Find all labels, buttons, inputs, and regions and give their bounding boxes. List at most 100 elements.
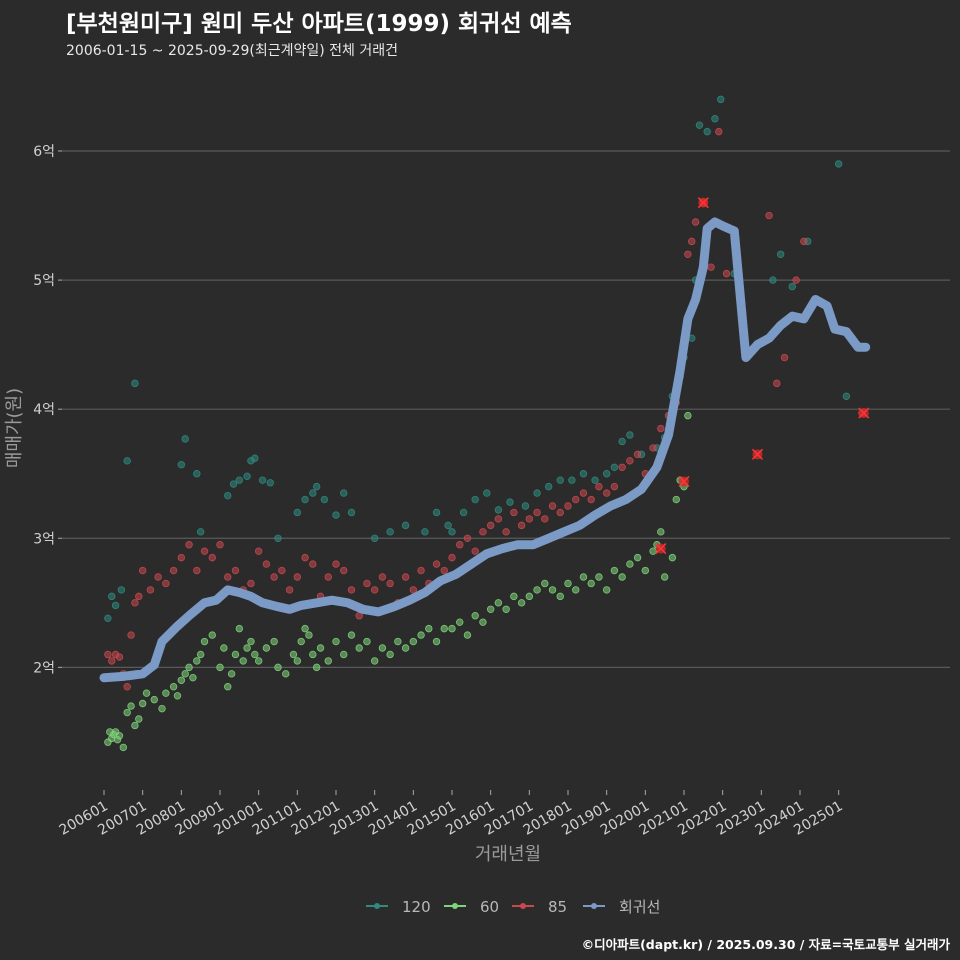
data-point-60 bbox=[340, 650, 348, 659]
data-point-85 bbox=[533, 508, 541, 517]
data-point-85 bbox=[370, 586, 379, 594]
data-point-60 bbox=[243, 644, 251, 652]
highlight-x bbox=[697, 197, 709, 209]
data-point-60 bbox=[177, 676, 186, 684]
highlight-markers bbox=[655, 197, 870, 555]
data-point-60 bbox=[556, 592, 564, 601]
data-point-60 bbox=[231, 650, 240, 659]
data-point-120 bbox=[251, 454, 259, 462]
data-point-60 bbox=[564, 579, 572, 588]
data-point-85 bbox=[440, 566, 448, 575]
data-point-120 bbox=[117, 586, 126, 594]
highlight-x bbox=[858, 407, 870, 419]
data-point-60 bbox=[533, 586, 541, 594]
data-point-60 bbox=[289, 650, 298, 659]
data-point-85 bbox=[448, 553, 456, 562]
data-point-85 bbox=[432, 560, 441, 568]
data-point-60 bbox=[123, 708, 131, 717]
legend-label-회귀선: 회귀선 bbox=[619, 898, 660, 916]
legend-dot-120 bbox=[374, 903, 380, 909]
data-point-60 bbox=[262, 644, 271, 652]
highlight-x bbox=[655, 543, 667, 555]
y-tick-label: 6억 bbox=[33, 144, 55, 160]
data-point-120 bbox=[108, 592, 116, 601]
data-point-60 bbox=[394, 637, 402, 646]
data-point-85 bbox=[254, 547, 263, 555]
data-point-60 bbox=[251, 650, 259, 659]
legend-label-120: 120 bbox=[402, 898, 431, 916]
data-point-85 bbox=[123, 683, 131, 691]
data-point-85 bbox=[417, 566, 425, 575]
data-point-85 bbox=[633, 450, 642, 459]
data-point-85 bbox=[301, 553, 309, 562]
data-point-85 bbox=[649, 444, 657, 452]
legend-dot-85 bbox=[520, 903, 526, 909]
data-point-85 bbox=[541, 515, 549, 523]
data-point-85 bbox=[200, 547, 209, 555]
data-point-85 bbox=[340, 566, 348, 575]
data-point-85 bbox=[548, 502, 557, 510]
highlight-x bbox=[751, 448, 764, 460]
data-point-85 bbox=[224, 573, 232, 581]
chart-subtitle: 2006-01-15 ~ 2025-09-29(최근계약일) 전체 거래건 bbox=[66, 43, 398, 59]
data-point-85 bbox=[800, 237, 808, 246]
data-point-85 bbox=[486, 521, 495, 530]
data-point-60 bbox=[572, 586, 580, 594]
data-point-120 bbox=[224, 491, 232, 500]
data-point-85 bbox=[722, 269, 731, 278]
data-point-60 bbox=[541, 579, 549, 588]
data-point-120 bbox=[177, 460, 186, 469]
data-point-60 bbox=[131, 721, 139, 730]
data-point-85 bbox=[378, 573, 387, 581]
data-point-60 bbox=[626, 560, 634, 568]
data-point-120 bbox=[521, 502, 530, 510]
data-point-60 bbox=[227, 670, 236, 678]
data-point-120 bbox=[506, 498, 514, 506]
data-point-85 bbox=[765, 211, 773, 220]
data-point-60 bbox=[135, 715, 143, 723]
data-point-60 bbox=[115, 732, 124, 740]
data-point-60 bbox=[378, 644, 387, 652]
data-point-120 bbox=[432, 508, 441, 517]
data-point-85 bbox=[386, 579, 394, 588]
legend-dot-60 bbox=[452, 903, 458, 909]
data-point-60 bbox=[595, 573, 603, 581]
legend-label-85: 85 bbox=[548, 898, 567, 916]
data-point-120 bbox=[711, 115, 719, 123]
data-point-60 bbox=[347, 631, 356, 639]
data-point-85 bbox=[231, 566, 240, 575]
data-point-120 bbox=[293, 508, 302, 517]
data-point-60 bbox=[579, 573, 588, 581]
data-point-85 bbox=[494, 515, 503, 523]
data-point-85 bbox=[115, 653, 124, 661]
data-point-85 bbox=[587, 495, 595, 504]
data-point-60 bbox=[486, 605, 495, 613]
data-point-60 bbox=[150, 695, 158, 704]
data-point-85 bbox=[626, 457, 634, 465]
data-point-60 bbox=[282, 670, 290, 678]
data-point-60 bbox=[355, 644, 363, 652]
data-point-60 bbox=[494, 599, 503, 607]
data-point-120 bbox=[131, 379, 139, 388]
data-point-60 bbox=[672, 495, 680, 504]
data-point-60 bbox=[316, 644, 325, 652]
data-point-120 bbox=[266, 479, 274, 487]
data-point-60 bbox=[196, 650, 205, 659]
data-point-85 bbox=[618, 463, 626, 471]
data-point-60 bbox=[363, 637, 371, 646]
data-point-85 bbox=[409, 586, 418, 594]
data-point-85 bbox=[177, 553, 186, 562]
data-point-120 bbox=[243, 472, 251, 481]
data-point-85 bbox=[127, 631, 135, 639]
data-point-85 bbox=[247, 579, 255, 588]
data-point-60 bbox=[312, 663, 321, 672]
source-caption: ©디아파트(dapt.kr) / 2025.09.30 / 자료=국토교통부 실… bbox=[581, 937, 950, 952]
data-point-60 bbox=[332, 637, 340, 646]
y-tick-label: 2억 bbox=[33, 660, 55, 676]
data-point-60 bbox=[185, 663, 193, 672]
x-axis-label: 거래년월 bbox=[475, 844, 541, 865]
data-point-60 bbox=[208, 631, 216, 639]
data-point-60 bbox=[297, 637, 305, 646]
data-point-60 bbox=[425, 624, 433, 633]
